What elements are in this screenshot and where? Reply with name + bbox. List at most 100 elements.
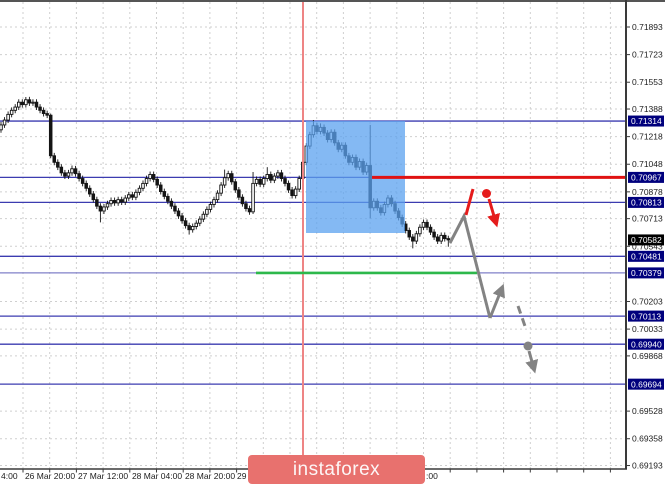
candle-body (176, 210, 181, 217)
candle-body (190, 225, 195, 231)
candle-body (162, 191, 167, 197)
price-label: 0.70033 (632, 324, 663, 334)
candle-body (201, 213, 206, 220)
candle-body (123, 197, 127, 203)
axis-borders (0, 0, 665, 473)
gray-down-arrow (525, 350, 539, 374)
candle-body (446, 238, 451, 241)
price-label: 0.69868 (632, 351, 663, 361)
candle-body (166, 195, 170, 202)
time-label: 29 (237, 471, 247, 481)
candle-body (87, 187, 92, 195)
price-label: 0.70878 (632, 187, 663, 197)
candle-body (254, 178, 259, 184)
candle-body (112, 200, 117, 204)
candle-body (187, 225, 191, 231)
candle-body (119, 199, 124, 203)
price-label: 0.71893 (632, 22, 663, 32)
candle-body (63, 172, 67, 177)
candle-body (269, 174, 273, 181)
price-label: 0.70543 (632, 241, 663, 251)
price-label: 0.69358 (632, 434, 663, 444)
price-label-boxed: 0.69940 (631, 339, 662, 349)
price-label: 0.71723 (632, 50, 663, 60)
candle-body (244, 203, 248, 210)
candle-body (59, 166, 64, 174)
price-label-boxed: 0.70481 (631, 252, 662, 262)
price-label-box-0.70481 (628, 250, 664, 262)
candle-body (439, 234, 443, 242)
price-label: 0.71388 (632, 104, 663, 114)
candle-body (240, 196, 245, 205)
candle-body (290, 189, 294, 197)
price-label-box-0.70379 (628, 267, 664, 279)
candle-body (137, 187, 142, 193)
candle-body (98, 205, 103, 212)
candle-body (219, 184, 223, 194)
price-label-boxed: 0.70967 (631, 173, 662, 183)
candle-body (265, 174, 270, 179)
candle-body (407, 230, 412, 238)
time-label: 26 Mar 20:00 (25, 471, 75, 481)
candle-body (52, 155, 57, 163)
candle-body (130, 194, 135, 198)
candle-body (0, 124, 3, 131)
candle-body (13, 106, 17, 111)
candle-body (155, 178, 159, 186)
candle-body (148, 174, 152, 179)
candle-body (222, 177, 227, 186)
candle-body (414, 233, 419, 242)
candle-body (229, 173, 234, 183)
candle-body (102, 206, 106, 212)
candle-body (237, 189, 241, 198)
price-label-box-0.69694 (628, 378, 664, 390)
candle-body (283, 178, 287, 184)
candle-body (70, 168, 74, 174)
candle-body (144, 178, 149, 184)
candle-body (180, 215, 184, 222)
instaforex-watermark: instaforex (248, 455, 425, 484)
candle-body (205, 208, 209, 215)
price-label-boxed: 0.69694 (631, 379, 662, 389)
price-label-box-0.71314 (628, 115, 664, 127)
candle-body (226, 173, 230, 179)
candle-body (141, 182, 145, 189)
candle-body (258, 178, 262, 185)
candle-body (215, 192, 220, 201)
candle-body (20, 101, 25, 106)
candle-body (425, 221, 429, 228)
price-label: 0.70203 (632, 296, 663, 306)
price-label-boxed: 0.71314 (631, 116, 662, 126)
candle-body (286, 182, 291, 191)
price-label-box-0.70582 (628, 234, 664, 246)
candle-body (31, 101, 35, 104)
candle-body (34, 101, 39, 108)
candle-body (134, 191, 138, 198)
candle-body (77, 173, 81, 179)
price-label-box-0.69940 (628, 338, 664, 350)
candle-body (276, 172, 280, 177)
candle-body (421, 221, 426, 228)
candle-body (251, 182, 255, 213)
candle-body (279, 172, 284, 179)
candle-body (194, 222, 198, 227)
price-label-box-0.70813 (628, 196, 664, 208)
candle-body (17, 101, 21, 108)
candle-body (169, 200, 174, 207)
candle-body (435, 236, 440, 242)
candle-body (80, 178, 85, 184)
candle-body (151, 174, 156, 180)
candle-body (233, 181, 238, 191)
gray-dashed-segment (516, 305, 528, 330)
candle-body (208, 204, 213, 210)
candle-body (127, 194, 131, 199)
candle-body (2, 119, 7, 126)
candle-body (105, 203, 110, 208)
candle-body (116, 199, 120, 204)
candle-body (109, 200, 113, 205)
candle-body (418, 226, 422, 235)
price-label-box-0.70967 (628, 171, 664, 183)
price-label-boxed: 0.70379 (631, 268, 662, 278)
time-label: 4:00 (1, 471, 18, 481)
